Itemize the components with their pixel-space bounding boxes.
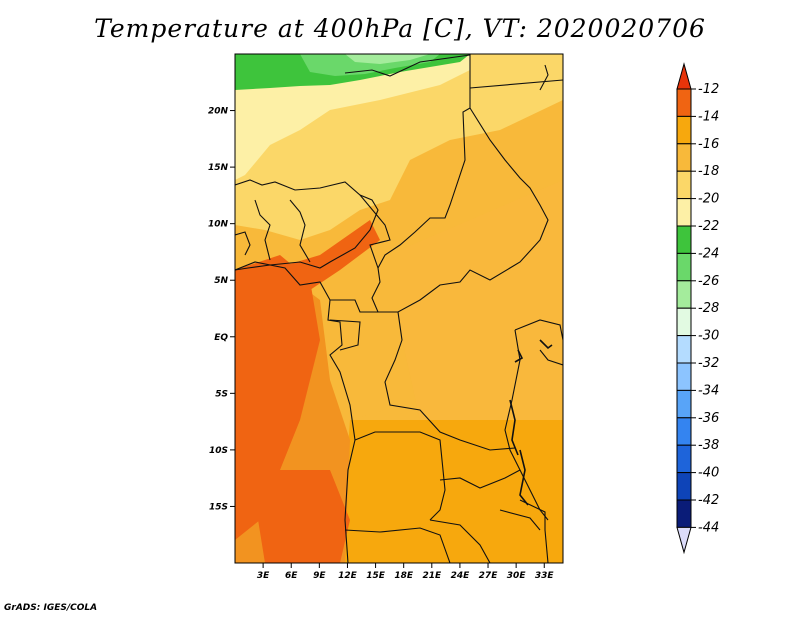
colorbar-swatch xyxy=(676,307,692,337)
colorbar-swatch xyxy=(676,280,692,309)
lat-tick-label: 10N xyxy=(208,220,229,230)
lon-tick-label: 18E xyxy=(394,571,414,581)
colorbar-label: -18 xyxy=(698,164,719,179)
lon-tick-label: 6E xyxy=(285,571,298,581)
lat-tick-label: 5N xyxy=(214,276,228,286)
colorbar-label: -32 xyxy=(698,356,719,371)
colorbar-label: -34 xyxy=(698,383,719,398)
fill-green-pale xyxy=(345,54,430,64)
colorbar-label: -16 xyxy=(698,137,719,152)
lon-tick-label: 9E xyxy=(313,571,326,581)
fill-central xyxy=(400,180,563,450)
lat-tick-label: EQ xyxy=(214,333,228,343)
lat-tick-label: 15S xyxy=(209,502,228,512)
colorbar-swatch xyxy=(676,115,692,145)
fill-red-gulf xyxy=(270,220,380,290)
colorbar-label: -42 xyxy=(698,493,719,508)
map-title: Temperature at 400hPa [C], VT: 202002070… xyxy=(94,14,706,43)
colorbar-label: -12 xyxy=(698,82,719,97)
colorbar-label: -44 xyxy=(698,520,719,535)
colorbar-swatch xyxy=(676,88,692,117)
fill-red-southeast xyxy=(250,470,350,563)
colorbar-label: -40 xyxy=(698,466,719,481)
lat-tick-label: 15N xyxy=(208,163,229,173)
colorbar-swatch xyxy=(676,389,692,419)
colorbar-swatch xyxy=(676,143,692,172)
colorbar-label: -26 xyxy=(698,274,719,289)
colorbar-label: -24 xyxy=(698,246,719,261)
colorbar-swatch xyxy=(676,472,692,501)
lat-tick-label: 10S xyxy=(209,446,228,456)
colorbar-swatch xyxy=(676,198,692,227)
colorbar-label: -38 xyxy=(698,438,719,453)
lat-tick-label: 20N xyxy=(208,107,229,117)
colorbar-swatch xyxy=(676,170,692,200)
colorbar-swatch xyxy=(676,362,692,391)
colorbar-label: -20 xyxy=(698,192,719,207)
colorbar-swatch xyxy=(676,444,692,474)
colorbar-swatch xyxy=(676,252,692,282)
colorbar-label: -14 xyxy=(698,109,719,124)
lakes xyxy=(509,339,553,506)
colorbar-swatch xyxy=(676,417,692,446)
lon-tick-label: 15E xyxy=(366,571,386,581)
colorbar-label: -30 xyxy=(698,329,719,344)
lon-tick-label: 27E xyxy=(479,571,499,581)
colorbar-top-arrow xyxy=(676,62,692,90)
colorbar-label: -22 xyxy=(698,219,719,234)
lon-tick-label: 33E xyxy=(535,571,555,581)
colorbar: -12 -14 -16 -18 -20 -22 -24 -26 -28 -30 -32 -34 -36 -… xyxy=(676,62,719,555)
lon-tick-label: 30E xyxy=(507,571,527,581)
lon-tick-label: 24E xyxy=(451,571,471,581)
lon-tick-label: 3E xyxy=(257,571,270,581)
lon-tick-label: 21E xyxy=(422,571,442,581)
lat-tick-label: 5S xyxy=(215,389,228,399)
country-borders xyxy=(235,54,563,563)
fill-south xyxy=(340,420,563,563)
temperature-field xyxy=(235,54,563,563)
colorbar-swatch xyxy=(676,335,692,364)
colorbar-label: -28 xyxy=(698,301,719,316)
colorbar-bottom-arrow xyxy=(676,526,692,555)
colorbar-swatch xyxy=(676,499,692,528)
colorbar-label: -36 xyxy=(698,411,719,426)
latitude-axis: 20N 15N 10N 5N EQ 5S 10S 15S xyxy=(208,107,235,512)
plot-frame xyxy=(234,53,564,564)
lon-tick-label: 12E xyxy=(338,571,358,581)
longitude-axis: 3E 6E 9E 12E 15E 18E 21E 24E 27E 30E 33E xyxy=(257,563,555,581)
colorbar-swatch xyxy=(676,225,692,254)
fill-red-west xyxy=(235,255,320,540)
grads-credit: GrADS: IGES/COLA xyxy=(4,603,98,613)
